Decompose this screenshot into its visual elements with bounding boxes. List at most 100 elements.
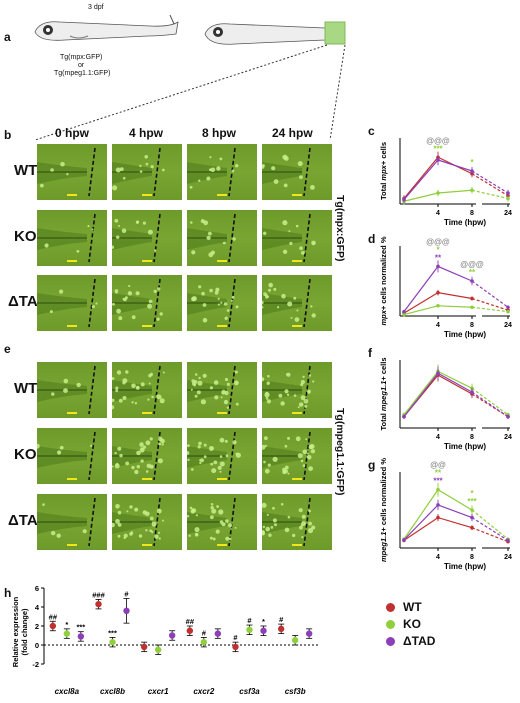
gfp-cell xyxy=(210,462,214,466)
y-tick-label: 6 xyxy=(35,584,39,593)
gfp-cell xyxy=(151,521,157,527)
gfp-cell xyxy=(136,465,140,469)
category-label: cxcl8a xyxy=(55,687,80,696)
row-label-ko-e: KO xyxy=(14,446,37,463)
gfp-cell xyxy=(121,228,127,233)
gfp-cell xyxy=(129,532,133,536)
gfp-cell xyxy=(115,504,120,509)
gfp-cell xyxy=(304,404,308,408)
gfp-cell xyxy=(158,531,161,534)
gfp-cell xyxy=(221,392,224,395)
significance-marker: ** xyxy=(435,469,442,478)
gfp-cell xyxy=(307,390,311,394)
fin-tissue xyxy=(112,293,152,315)
series-line xyxy=(403,292,473,314)
gfp-cell xyxy=(217,297,220,300)
amputation-line xyxy=(228,431,236,481)
gfp-cell xyxy=(308,444,313,450)
gfp-cell xyxy=(51,392,55,396)
gfp-cell xyxy=(274,523,277,527)
data-point xyxy=(291,637,299,644)
amputation-line xyxy=(303,213,311,263)
scale-bar xyxy=(142,412,152,414)
gfp-cell xyxy=(215,287,220,292)
panel-letter-f: f xyxy=(368,346,372,360)
gfp-cell xyxy=(222,241,226,245)
col-header-0hpw: 0 hpw xyxy=(55,126,90,140)
gfp-cell xyxy=(145,470,149,473)
gfp-cell xyxy=(162,371,165,374)
gfp-cell xyxy=(190,221,193,224)
gfp-cell xyxy=(282,249,288,254)
gfp-cell xyxy=(147,303,153,309)
gfp-cell xyxy=(145,529,148,532)
y-axis-label: mpeg1.1+ cells normalized % xyxy=(379,458,388,562)
fin-tissue xyxy=(37,228,87,250)
gfp-cell xyxy=(268,533,272,537)
row-label-wt-b: WT xyxy=(14,162,38,179)
amputation-line xyxy=(88,497,96,547)
gfp-cell xyxy=(219,470,222,473)
gfp-cell xyxy=(307,527,314,534)
scale-bar xyxy=(292,544,302,546)
gfp-cell xyxy=(134,507,139,512)
fin-tissue xyxy=(112,512,152,534)
scale-bar xyxy=(217,412,227,414)
gfp-cell xyxy=(148,382,151,385)
tg-mpeg-label: Tg(mpeg1.1:GFP) xyxy=(54,70,111,77)
fin-tissue xyxy=(187,162,227,184)
category-label: cxcr1 xyxy=(148,687,169,696)
gfp-cell xyxy=(66,173,69,176)
fin-tissue xyxy=(37,380,87,402)
gfp-cell xyxy=(299,525,303,530)
data-point xyxy=(77,633,85,640)
x-axis-label: Time (hpw) xyxy=(444,330,486,339)
gfp-cell xyxy=(187,458,190,462)
gfp-cell xyxy=(148,299,153,304)
gfp-cell xyxy=(235,305,239,309)
gfp-cell xyxy=(196,390,201,395)
gfp-cell xyxy=(264,392,270,398)
gfp-cell xyxy=(210,167,216,173)
scale-bar xyxy=(217,325,227,327)
gfp-cell xyxy=(235,402,239,406)
data-point xyxy=(436,191,440,195)
gfp-cell xyxy=(219,437,225,443)
gfp-cell xyxy=(200,399,206,405)
amputation-line xyxy=(153,213,161,263)
series-line-dashed xyxy=(471,189,509,200)
gfp-cell xyxy=(157,287,161,291)
gfp-cell xyxy=(135,291,140,296)
gfp-cell xyxy=(224,439,228,443)
gfp-cell xyxy=(210,515,214,520)
gfp-cell xyxy=(197,445,201,449)
gfp-cell xyxy=(296,309,299,312)
scale-bar xyxy=(217,544,227,546)
gfp-cell xyxy=(139,442,144,447)
gfp-cell xyxy=(91,305,95,309)
legend-marker-wt xyxy=(386,602,395,612)
gfp-cell xyxy=(292,533,296,538)
gfp-cell xyxy=(216,166,221,171)
gfp-cell xyxy=(159,312,163,316)
gfp-cell xyxy=(280,503,284,506)
gfp-cell xyxy=(190,388,193,391)
gfp-cell xyxy=(63,378,69,384)
x-tick-label: 24 xyxy=(504,554,512,561)
gfp-cell xyxy=(220,396,223,399)
gfp-cell xyxy=(300,395,306,401)
gfp-cell xyxy=(90,444,93,447)
significance-marker: ### xyxy=(92,590,105,599)
data-point xyxy=(436,303,440,308)
gfp-cell xyxy=(151,530,154,534)
gfp-cell xyxy=(147,229,153,235)
series-line-dashed xyxy=(471,280,509,308)
amputation-line xyxy=(228,147,236,197)
gfp-cell xyxy=(115,519,120,524)
scale-bar xyxy=(292,194,302,196)
data-point xyxy=(402,414,406,419)
gfp-cell xyxy=(266,295,270,298)
gfp-cell xyxy=(116,370,122,375)
gfp-cell xyxy=(187,515,190,518)
fin-image xyxy=(187,275,257,331)
